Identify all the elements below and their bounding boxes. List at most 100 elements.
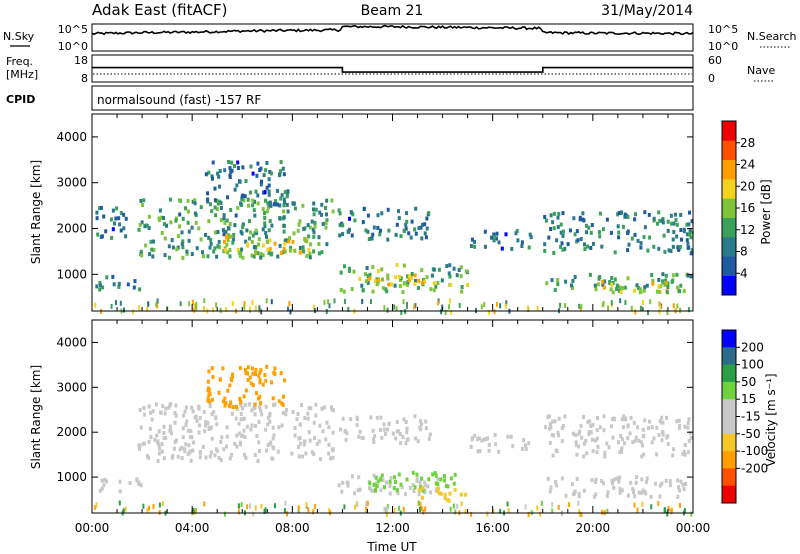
velocity-cell bbox=[660, 415, 664, 420]
velocity-cell bbox=[582, 415, 586, 419]
velocity-cell bbox=[612, 417, 616, 422]
velocity-cell bbox=[330, 447, 334, 452]
power-cell bbox=[626, 215, 630, 219]
velocity-cell bbox=[257, 374, 261, 379]
velocity-cell bbox=[381, 478, 385, 483]
velocity-cell bbox=[264, 427, 268, 432]
velocity-cell bbox=[162, 424, 166, 429]
power-cell bbox=[593, 283, 597, 288]
power-clutter-cell bbox=[580, 304, 583, 310]
velocity-cell bbox=[420, 495, 424, 500]
velocity-cell bbox=[204, 420, 208, 424]
power-cell bbox=[186, 209, 190, 214]
power-cell bbox=[283, 190, 287, 195]
velocity-cell bbox=[258, 380, 262, 385]
velocity-cell bbox=[209, 425, 213, 430]
velocity-cell bbox=[574, 442, 578, 447]
velocity-cell bbox=[522, 438, 526, 443]
beam-title: Beam 21 bbox=[361, 3, 424, 19]
velocity-cell bbox=[201, 444, 205, 449]
power-clutter-cell bbox=[559, 302, 562, 308]
velocity-cell bbox=[208, 404, 212, 409]
velocity-cell bbox=[351, 474, 354, 479]
velocity-cell bbox=[590, 478, 594, 483]
power-cell bbox=[261, 227, 265, 232]
power-cell bbox=[325, 212, 328, 217]
velocity-clutter-cell bbox=[506, 501, 509, 507]
power-cell bbox=[163, 253, 167, 258]
velocity-cell bbox=[647, 426, 650, 431]
velocity-clutter-cell bbox=[365, 501, 368, 507]
velocity-cell bbox=[241, 406, 245, 411]
power-cell bbox=[163, 222, 166, 227]
velocity-cell bbox=[682, 449, 686, 454]
velocity-cell bbox=[345, 431, 349, 436]
velocity-cell bbox=[486, 436, 489, 441]
power-cell bbox=[291, 201, 295, 206]
power-cell bbox=[268, 238, 272, 243]
velocity-cell bbox=[586, 420, 590, 425]
power-cell bbox=[677, 247, 681, 252]
power-cell bbox=[95, 210, 99, 215]
velocity-clutter-cell bbox=[679, 502, 681, 508]
power-cell bbox=[249, 230, 252, 235]
velocity-cell bbox=[228, 383, 232, 388]
velocity-cell bbox=[494, 442, 498, 447]
power-cell bbox=[385, 289, 389, 294]
velocity-clutter-cell bbox=[449, 506, 452, 512]
velocity-cell bbox=[210, 436, 214, 441]
velocity-cell bbox=[423, 488, 427, 493]
freq-series-line bbox=[92, 66, 693, 73]
power-cell bbox=[613, 277, 617, 282]
power-cell bbox=[515, 228, 519, 233]
power-cell bbox=[688, 210, 691, 215]
power-cell bbox=[241, 225, 245, 230]
power-cell bbox=[679, 212, 683, 217]
power-cell bbox=[679, 228, 683, 232]
velocity-cell bbox=[383, 485, 386, 490]
power-clutter-cell bbox=[659, 304, 662, 310]
velocity-cell bbox=[239, 403, 243, 408]
power-cell bbox=[350, 287, 354, 291]
velocity-cell bbox=[671, 453, 675, 458]
power-cell bbox=[286, 209, 290, 214]
power-cell bbox=[317, 235, 321, 240]
velocity-cell bbox=[412, 488, 416, 493]
velocity-cell bbox=[181, 426, 185, 431]
velocity-clutter-cell bbox=[539, 511, 542, 517]
velocity-colorbar-swatch bbox=[722, 451, 736, 469]
velocity-cell bbox=[612, 485, 616, 490]
velocity-clutter-cell bbox=[94, 504, 97, 510]
power-cell bbox=[223, 168, 227, 173]
power-cell bbox=[225, 218, 229, 223]
velocity-cell bbox=[641, 443, 644, 448]
power-cell bbox=[266, 247, 270, 252]
power-cell bbox=[228, 222, 232, 226]
velocity-cell bbox=[427, 477, 431, 482]
velocity-cell bbox=[386, 427, 389, 432]
power-cell bbox=[152, 248, 156, 252]
power-cell bbox=[413, 282, 417, 286]
velocity-cell bbox=[548, 489, 552, 494]
power-cell bbox=[432, 288, 436, 293]
velocity-cell bbox=[402, 417, 406, 422]
power-cell bbox=[259, 255, 263, 260]
power-cell bbox=[618, 288, 621, 293]
velocity-cell bbox=[687, 417, 691, 422]
velocity-colorbar-label-tick: -200 bbox=[741, 461, 768, 475]
velocity-cell bbox=[417, 488, 421, 493]
power-cell bbox=[215, 207, 219, 212]
power-region-8 bbox=[469, 228, 533, 251]
power-clutter-cell bbox=[260, 309, 263, 315]
velocity-cell bbox=[265, 364, 269, 369]
power-clutter-cell bbox=[155, 302, 158, 307]
velocity-cell bbox=[243, 403, 247, 408]
velocity-cell bbox=[411, 470, 415, 475]
velocity-cell bbox=[255, 391, 258, 396]
velocity-cell bbox=[238, 431, 241, 436]
power-clutter-cell bbox=[687, 307, 690, 313]
power-cell bbox=[117, 216, 121, 221]
velocity-clutter-cell bbox=[385, 512, 388, 518]
power-cell bbox=[226, 226, 230, 231]
power-cell bbox=[425, 216, 429, 221]
